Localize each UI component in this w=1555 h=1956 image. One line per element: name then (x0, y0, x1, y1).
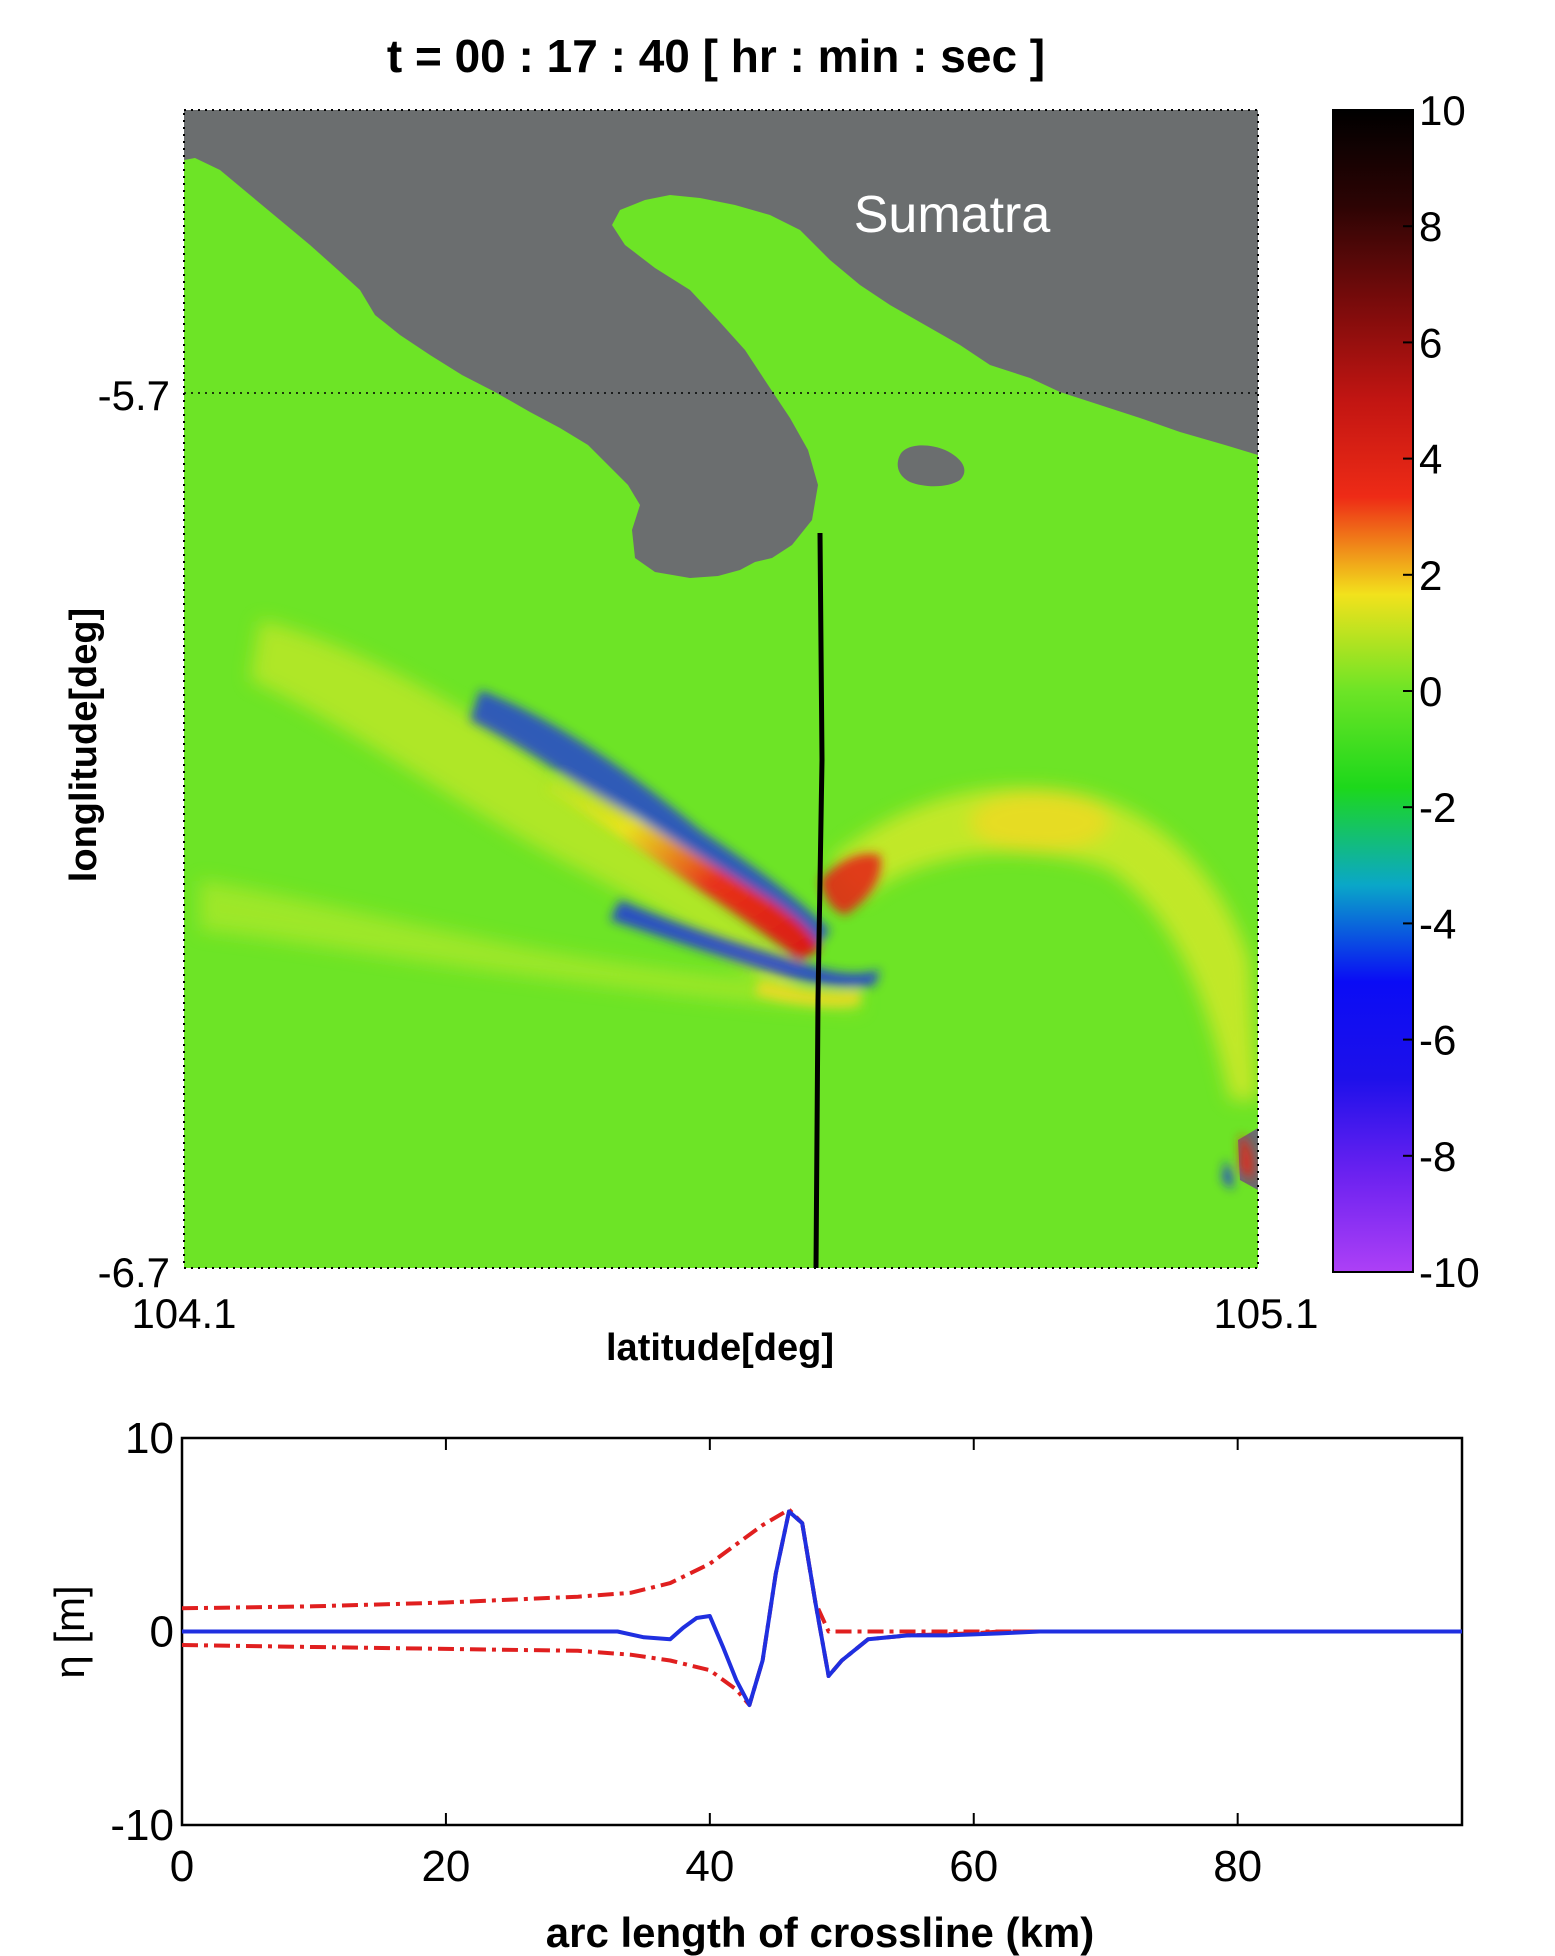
sumatra-label: Sumatra (854, 186, 1051, 244)
islet (897, 445, 965, 487)
colorbar-tick-label: -10 (1419, 1249, 1480, 1296)
colorbar-tick-label: -6 (1419, 1017, 1456, 1064)
wave-core (470, 690, 1254, 1190)
map-x-tick-left: 104.1 (131, 1290, 236, 1337)
wave-yellow-blob (970, 792, 1110, 852)
colorbar-gradient (1332, 109, 1414, 1273)
wave-yellow-tail (755, 980, 860, 1007)
profile-series-line (182, 1509, 1462, 1707)
profile-x-axis-label: arc length of crossline (km) (546, 1909, 1094, 1956)
profile-y-tick-label: 0 (150, 1608, 174, 1657)
colorbar-tick-label: 0 (1419, 668, 1442, 715)
colorbar-tick-label: -8 (1419, 1133, 1456, 1180)
wave-blue-trough-lower (610, 900, 880, 988)
map-panel: Sumatra -5.7 -6.7 104.1 105.1 latitude[d… (63, 109, 1319, 1369)
wave-field (200, 620, 1258, 1100)
wave-red-crest (545, 770, 820, 960)
wave-yellow-band-east (830, 787, 1258, 1100)
wave-se-red (1240, 1135, 1254, 1180)
profile-y-tick-label: 10 (125, 1414, 174, 1463)
envelope-series-line (181, 1509, 1462, 1707)
colorbar-tick-label: -4 (1419, 900, 1456, 947)
colorbar-tick-label: -2 (1419, 784, 1456, 831)
profile-y-tick-label: -10 (110, 1801, 174, 1850)
colorbar-tick-label: 8 (1419, 203, 1442, 250)
wave-yellow-band-west (250, 620, 800, 1000)
profile-x-tick-label: 60 (949, 1842, 998, 1891)
colorbar-tick-label: 6 (1419, 319, 1442, 366)
wave-yellow-band-south (200, 880, 860, 1010)
profile-y-axis-label: η [m] (46, 1585, 93, 1678)
crossline (813, 532, 825, 1269)
map-y-tick-bottom: -6.7 (98, 1249, 170, 1296)
profile-x-tick-label: 0 (170, 1842, 194, 1891)
profile-x-tick-label: 20 (421, 1842, 470, 1891)
colorbar-tick-label: 4 (1419, 436, 1442, 483)
colorbar: 10 8 6 4 2 0 -2 -4 -6 -8 -10 (1332, 87, 1480, 1296)
map-frame (183, 109, 1259, 1269)
profile-x-tick-label: 40 (685, 1842, 734, 1891)
wave-red-patch (820, 853, 881, 915)
profile-x-tick-label: 80 (1213, 1842, 1262, 1891)
map-x-axis-label: latitude[deg] (606, 1327, 834, 1369)
sumatra-land (184, 110, 1258, 578)
wave-se-blue (1222, 1160, 1234, 1190)
colorbar-tick-label: 2 (1419, 552, 1442, 599)
figure-title: t = 00 : 17 : 40 [ hr : min : sec ] (387, 30, 1045, 82)
map-x-tick-right: 105.1 (1213, 1290, 1318, 1337)
colorbar-tick-label: 10 (1419, 87, 1466, 134)
map-y-axis-label: longlitude[deg] (63, 608, 105, 882)
map-y-tick-top: -5.7 (98, 372, 170, 419)
